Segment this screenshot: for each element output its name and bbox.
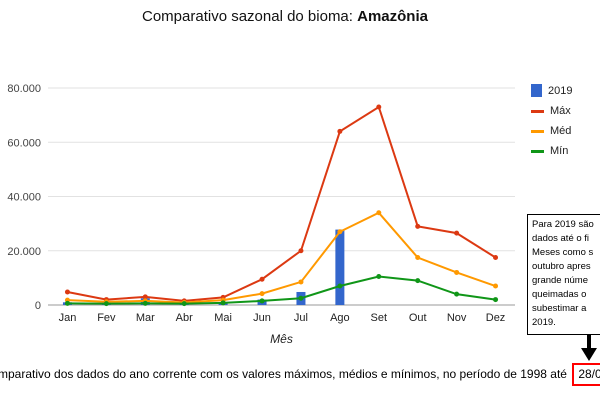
svg-text:Jul: Jul [294,312,308,324]
svg-text:20.000: 20.000 [7,246,41,258]
legend-swatch-max [531,109,544,113]
chart-title-biome: Amazônia [357,8,428,25]
down-arrow-icon [581,334,597,361]
chart-title-prefix: Comparativo sazonal do bioma: [142,8,358,25]
legend-label-min: Mín [550,145,569,157]
seasonal-fire-chart: 0 20.000 40.000 60.000 80.000 Jan Fev Mar Abr Mai… [7,83,515,346]
svg-text:Mar: Mar [136,312,155,324]
chart-legend: 2019 Máx Méd Mín [531,84,572,165]
legend-swatch-min [531,149,544,153]
svg-text:Jun: Jun [253,312,271,324]
legend-item-med: Méd [531,125,572,137]
highlighted-date: 28/0 [572,363,600,386]
svg-text:80.000: 80.000 [7,83,41,95]
legend-item-min: Mín [531,145,572,157]
legend-item-2019: 2019 [531,84,572,97]
note-line: Meses como s [532,247,594,258]
svg-text:Jan: Jan [59,312,77,324]
bottom-caption: mparativo dos dados do ano corrente com … [0,362,600,386]
note-line: subestimar a [532,303,587,314]
svg-text:40.000: 40.000 [7,192,41,204]
svg-text:Set: Set [371,312,388,324]
legend-label-2019: 2019 [548,84,573,97]
svg-text:Mai: Mai [214,312,232,324]
chart-title: Comparativo sazonal do bioma: Amazônia [0,8,570,25]
svg-text:Fev: Fev [97,312,116,324]
annotation-note-box: Para 2019 são dados até o fi Meses como … [527,214,600,335]
svg-text:Mês: Mês [270,332,293,346]
note-line: outubro apres [532,261,591,272]
note-line: dados até o fi [532,233,590,244]
svg-text:Ago: Ago [330,312,350,324]
svg-text:Abr: Abr [176,312,193,324]
svg-text:Dez: Dez [486,312,506,324]
legend-label-max: Máx [550,105,571,117]
legend-label-med: Méd [550,125,572,137]
caption-text: mparativo dos dados do ano corrente com … [0,367,567,381]
note-line: 2019. [532,317,556,328]
note-line: Para 2019 são [532,219,594,230]
legend-swatch-2019 [531,84,542,97]
note-line: queimadas o [532,289,587,300]
svg-text:0: 0 [35,300,41,312]
svg-text:Nov: Nov [447,312,467,324]
svg-text:60.000: 60.000 [7,137,41,149]
svg-text:Out: Out [409,312,427,324]
note-line: grande núme [532,275,588,286]
legend-swatch-med [531,129,544,133]
legend-item-max: Máx [531,105,572,117]
